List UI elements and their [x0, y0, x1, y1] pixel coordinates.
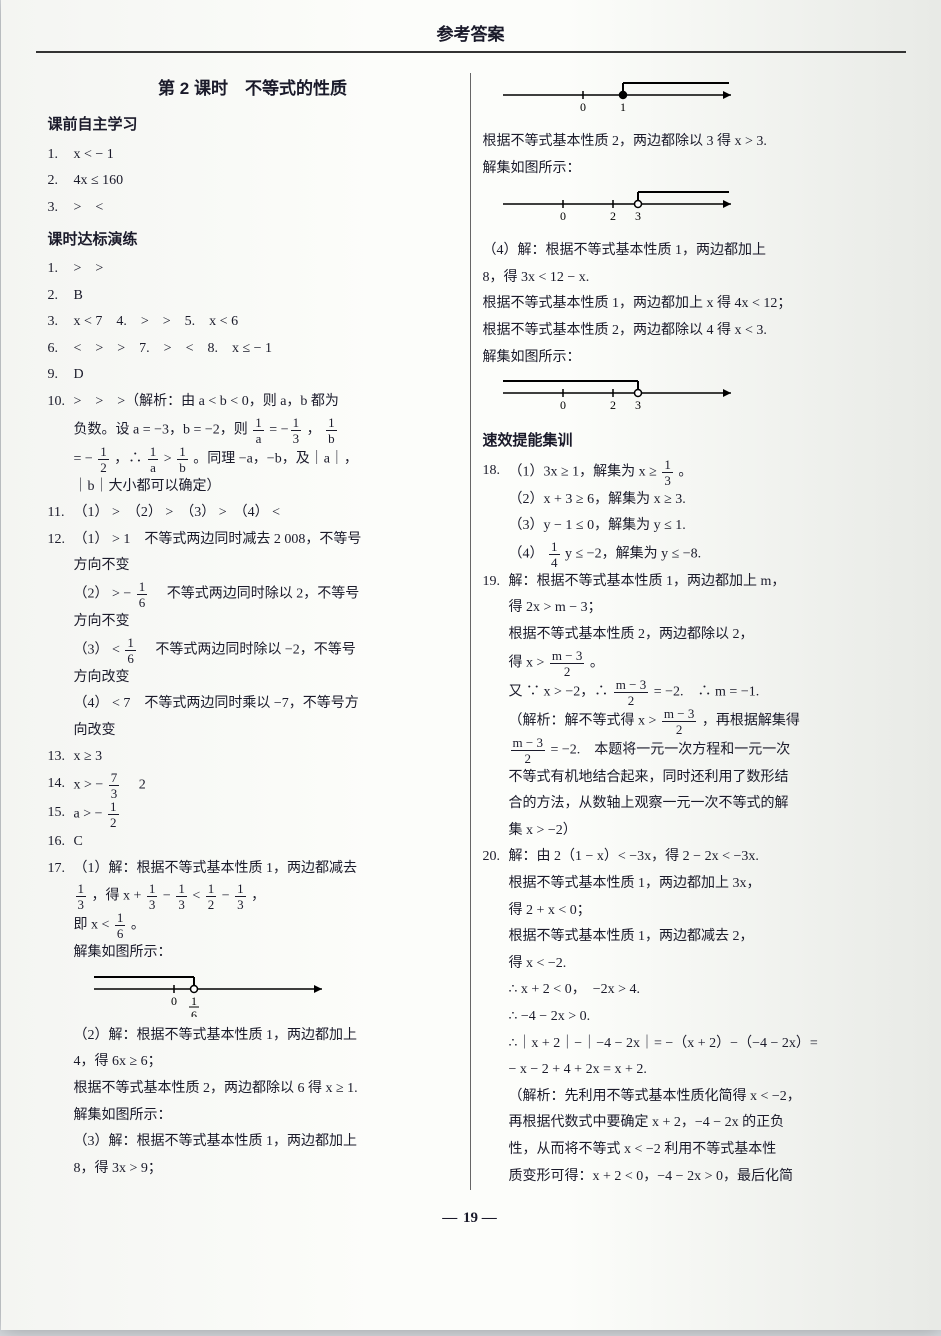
p-9: 9.D — [48, 362, 458, 389]
p-1: 1.> > — [48, 256, 458, 283]
r17-4b: 8，得 3x < 12 − x. — [483, 265, 894, 292]
page-number: — 19 — — [36, 1210, 906, 1227]
p-3: 3.x < 7 4. > > 5. x < 6 — [48, 309, 458, 336]
svg-text:3: 3 — [635, 209, 641, 223]
column-right: 01 根据不等式基本性质 2，两边都除以 3 得 x > 3. 解集如图所示： … — [471, 73, 906, 1190]
p-2: 2.B — [48, 283, 458, 310]
r17-3c: 根据不等式基本性质 2，两边都除以 3 得 x > 3. — [483, 129, 894, 156]
header-rule — [36, 51, 906, 53]
svg-text:0: 0 — [580, 100, 586, 114]
r17-4e: 解集如图所示： — [483, 345, 894, 372]
svg-text:6: 6 — [191, 1008, 197, 1017]
numberline-3: 0 2 3 — [483, 188, 743, 232]
doc-header: 参考答案 — [36, 20, 906, 45]
section-practice: 课时达标演练 — [48, 226, 458, 255]
svg-text:3: 3 — [635, 398, 641, 412]
pre-3: 3.> < — [48, 195, 458, 222]
p-16: 16.C — [48, 829, 458, 856]
p-11: 11.（1） > （2） > （3） > （4） < — [48, 500, 458, 527]
section-pre: 课前自主学习 — [48, 111, 458, 140]
numberline-4: 0 2 3 — [483, 377, 743, 421]
pre-2: 2.4x ≤ 160 — [48, 168, 458, 195]
p-19: 19. 解：根据不等式基本性质 1，两边都加上 m， 得 2x > m − 3；… — [483, 569, 894, 845]
svg-text:0: 0 — [560, 398, 566, 412]
p-15: 15. a > − 12 — [48, 800, 458, 829]
column-left: 第 2 课时 不等式的性质 课前自主学习 1.x < − 1 2.4x ≤ 16… — [36, 73, 471, 1190]
p-20: 20. 解：由 2（1 − x）< −3x，得 2 − 2x < −3x. 根据… — [483, 844, 894, 1190]
p-13: 13.x ≥ 3 — [48, 744, 458, 771]
numberline-1: 016 — [74, 973, 334, 1017]
p-6: 6.< > > 7. > < 8. x ≤ − 1 — [48, 336, 458, 363]
page: 参考答案 第 2 课时 不等式的性质 课前自主学习 1.x < − 1 2.4x… — [1, 0, 941, 1330]
p-17: 17. （1）解：根据不等式基本性质 1，两边都减去 13 ，得 x + 13 … — [48, 856, 458, 1183]
svg-text:2: 2 — [610, 398, 616, 412]
r17-4d: 根据不等式基本性质 2，两边都除以 4 得 x < 3. — [483, 318, 894, 345]
pre-1: 1.x < − 1 — [48, 142, 458, 169]
r17-4a: （4）解：根据不等式基本性质 1，两边都加上 — [483, 238, 894, 265]
numberline-2: 01 — [483, 79, 743, 123]
svg-text:2: 2 — [610, 209, 616, 223]
p-12: 12. （1） > 1 不等式两边同时减去 2 008，不等号 方向不变 （2）… — [48, 527, 458, 745]
r17-3d: 解集如图所示： — [483, 156, 894, 183]
svg-text:1: 1 — [620, 100, 626, 114]
p-14: 14. x > − 73 2 — [48, 771, 458, 800]
lesson-title: 第 2 课时 不等式的性质 — [48, 73, 458, 105]
r17-4c: 根据不等式基本性质 1，两边都加上 x 得 4x < 12； — [483, 291, 894, 318]
svg-text:1: 1 — [191, 994, 197, 1008]
svg-text:0: 0 — [171, 994, 177, 1008]
p-10: 10. > > >（解析：由 a < b < 0，则 a，b 都为 负数。设 a… — [48, 389, 458, 500]
p-18: 18. （1）3x ≥ 1，解集为 x ≥ 13 。 （2）x + 3 ≥ 6，… — [483, 458, 894, 569]
columns: 第 2 课时 不等式的性质 课前自主学习 1.x < − 1 2.4x ≤ 16… — [36, 73, 906, 1190]
section-boost: 速效提能集训 — [483, 427, 894, 456]
svg-text:0: 0 — [560, 209, 566, 223]
